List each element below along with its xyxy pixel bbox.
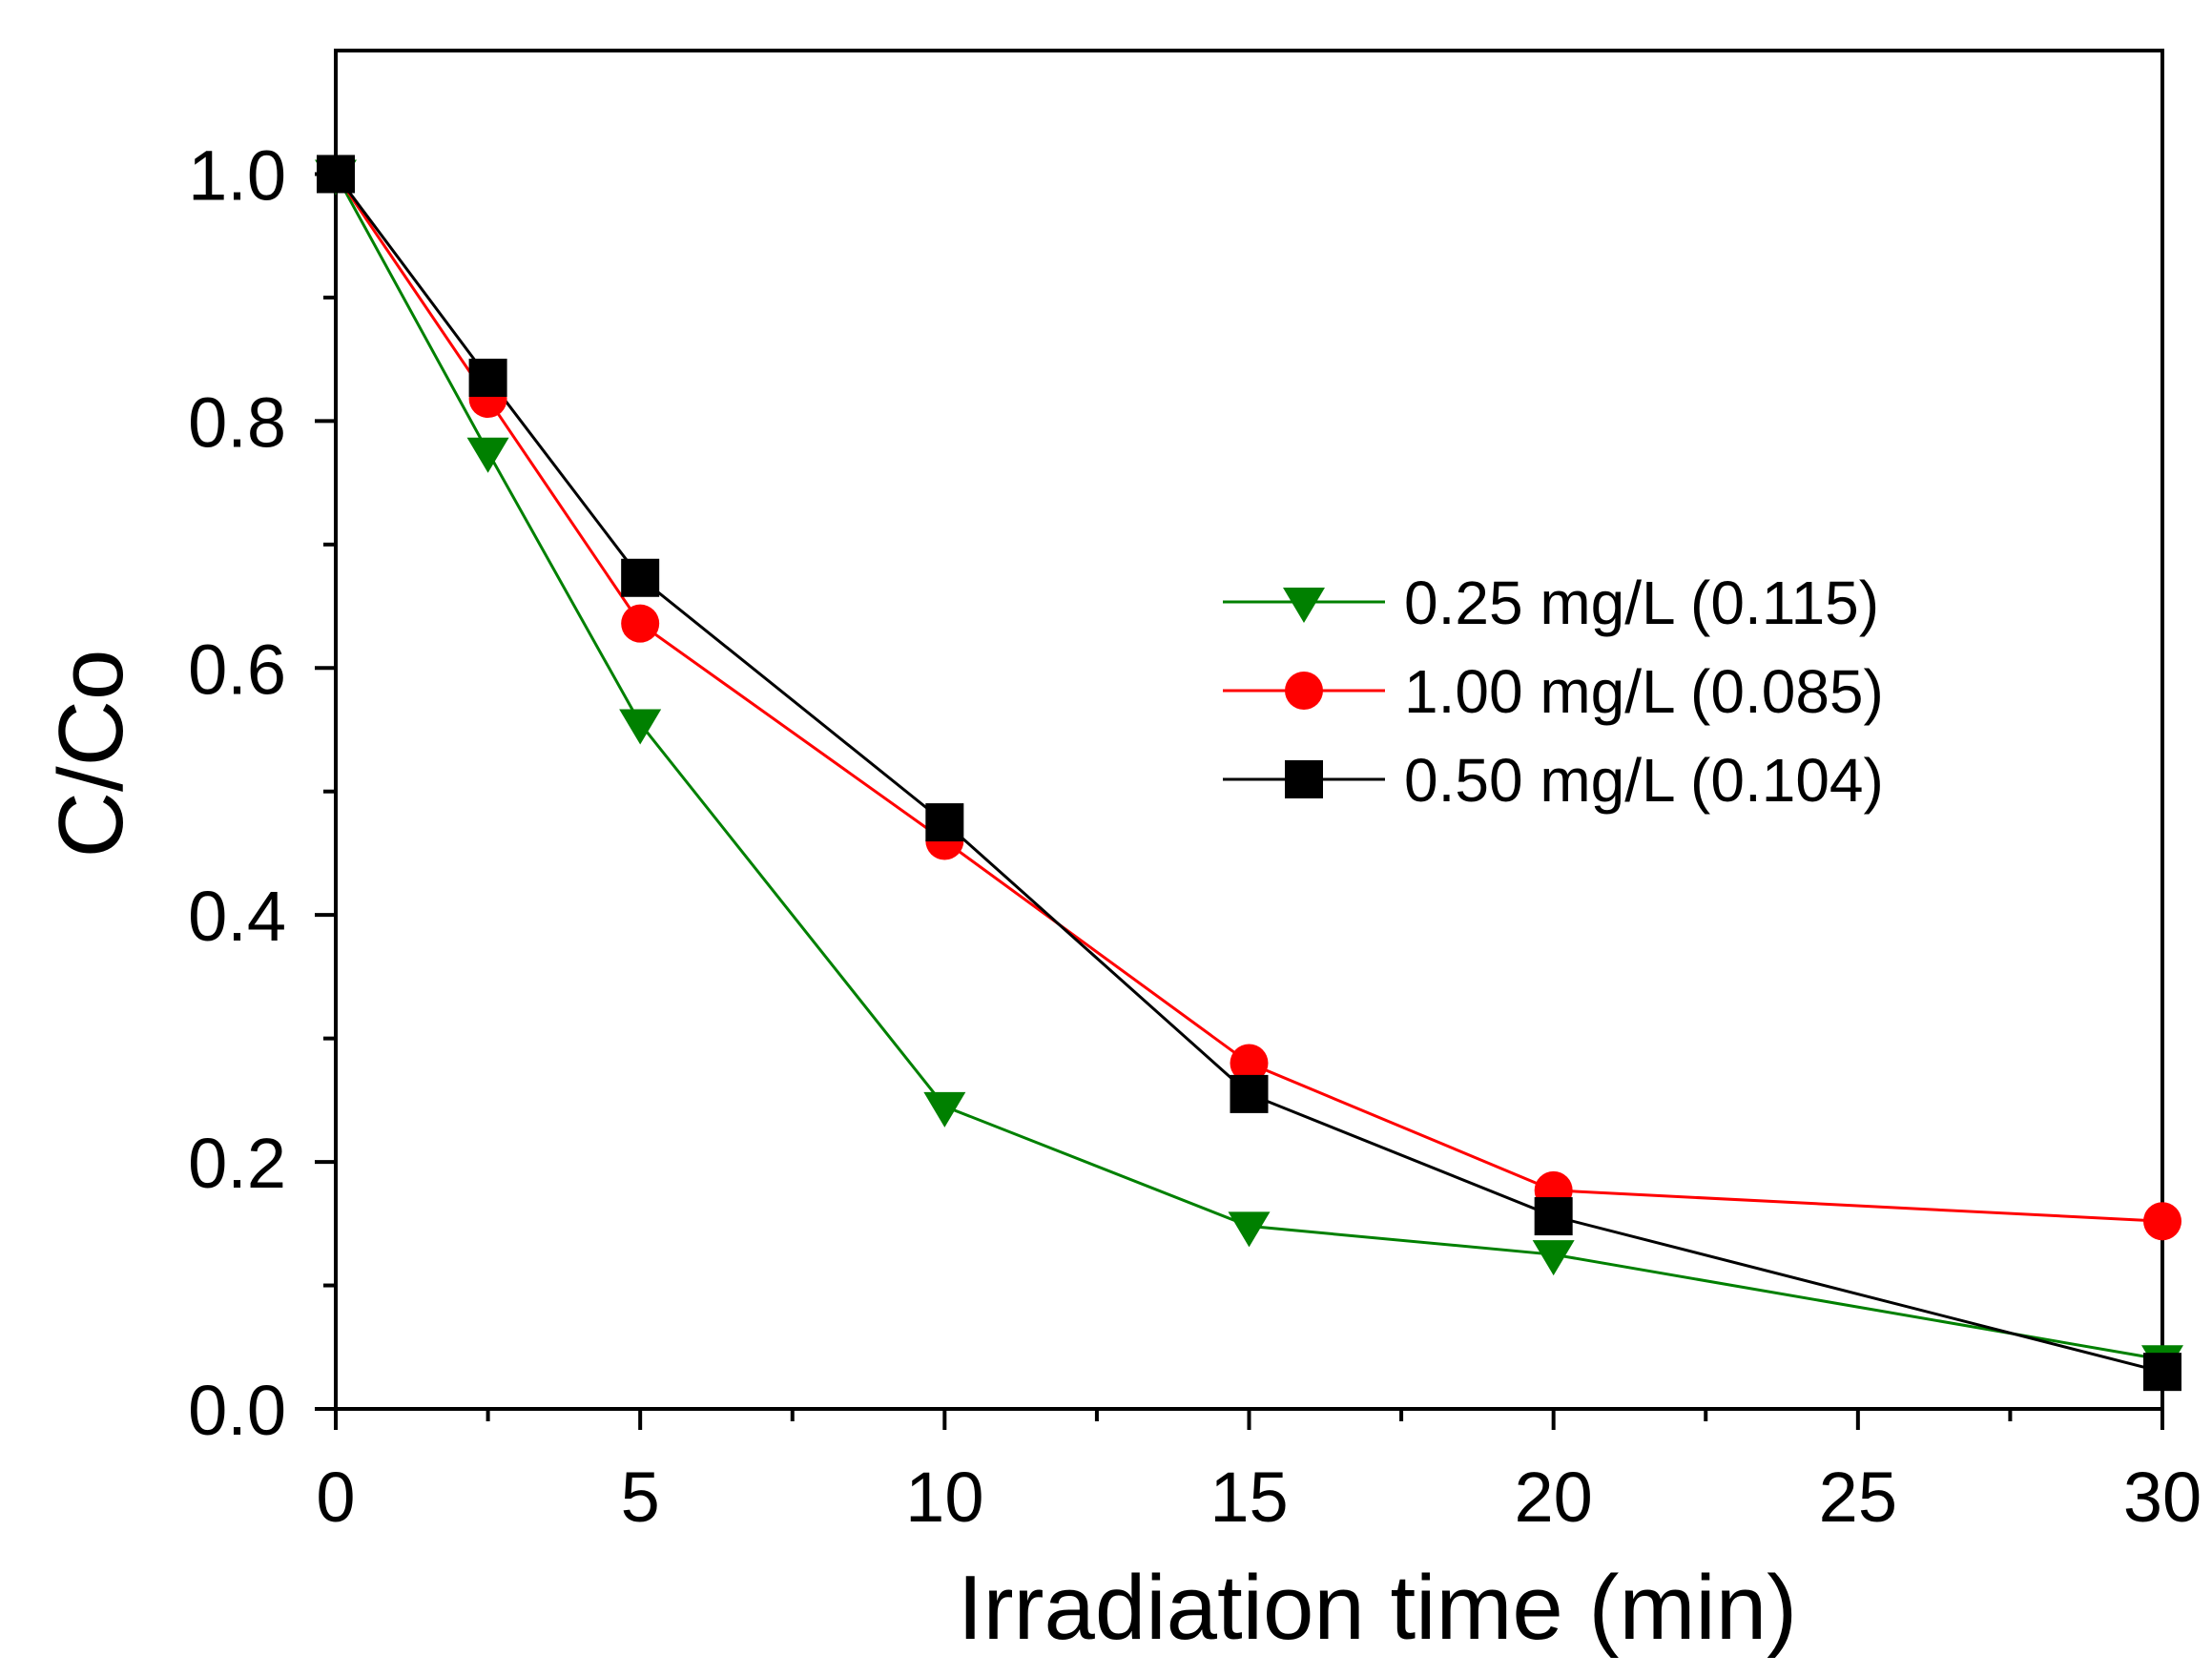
data-point-series-2	[317, 155, 355, 194]
data-point-series-2	[468, 359, 507, 398]
y-tick-label: 0.6	[188, 630, 286, 709]
legend: 0.25 mg/L (0.115) 1.00 mg/L (0.085) 0.50 m…	[1223, 569, 1884, 815]
x-tick-label: 15	[1209, 1458, 1288, 1537]
legend-marker-0	[1283, 588, 1325, 623]
data-point-series-2	[2143, 1353, 2181, 1392]
legend-label-0: 0.25 mg/L (0.115)	[1404, 569, 1879, 637]
y-tick-label: 0.4	[188, 877, 286, 956]
series-line-0	[334, 173, 2163, 1361]
series-markers	[315, 155, 2183, 1392]
data-point-series-0	[1532, 1240, 1575, 1276]
plot-frame	[334, 49, 2164, 1411]
x-axis-title: Irradiation time (min)	[958, 1557, 1797, 1659]
x-axis: 0 5 10 15 20 25 30	[316, 1409, 2202, 1537]
x-tick-label: 0	[316, 1458, 355, 1537]
x-tick-label: 25	[1819, 1458, 1897, 1537]
data-point-series-2	[1534, 1197, 1573, 1236]
legend-label-2: 0.50 mg/L (0.104)	[1404, 746, 1884, 815]
x-tick-label: 5	[621, 1458, 660, 1537]
y-tick-label: 0.0	[188, 1371, 286, 1450]
y-tick-label: 0.8	[188, 383, 286, 462]
y-tick-label: 0.2	[188, 1124, 286, 1203]
y-tick-label: 1.0	[188, 135, 286, 215]
y-axis: 0.0 0.2 0.4 0.6 0.8 1.0	[188, 135, 336, 1450]
legend-marker-2	[1285, 760, 1323, 798]
series-lines	[334, 173, 2163, 1374]
data-point-series-0	[923, 1091, 966, 1128]
x-tick-label: 30	[2123, 1458, 2202, 1537]
data-point-series-1	[1230, 1044, 1269, 1083]
data-point-series-0	[619, 709, 662, 745]
data-point-series-1	[2143, 1202, 2181, 1241]
x-tick-label: 20	[1515, 1458, 1593, 1537]
data-point-series-1	[621, 604, 660, 643]
data-point-series-0	[1228, 1211, 1271, 1248]
x-tick-label: 10	[905, 1458, 983, 1537]
data-point-series-2	[1230, 1074, 1269, 1113]
series-line-2	[334, 173, 2163, 1374]
legend-marker-1	[1285, 672, 1323, 710]
data-point-series-0	[466, 437, 509, 473]
y-axis-title: C/Co	[40, 650, 142, 859]
legend-label-1: 1.00 mg/L (0.085)	[1404, 657, 1884, 726]
data-point-series-2	[925, 803, 964, 842]
data-point-series-2	[621, 558, 660, 597]
